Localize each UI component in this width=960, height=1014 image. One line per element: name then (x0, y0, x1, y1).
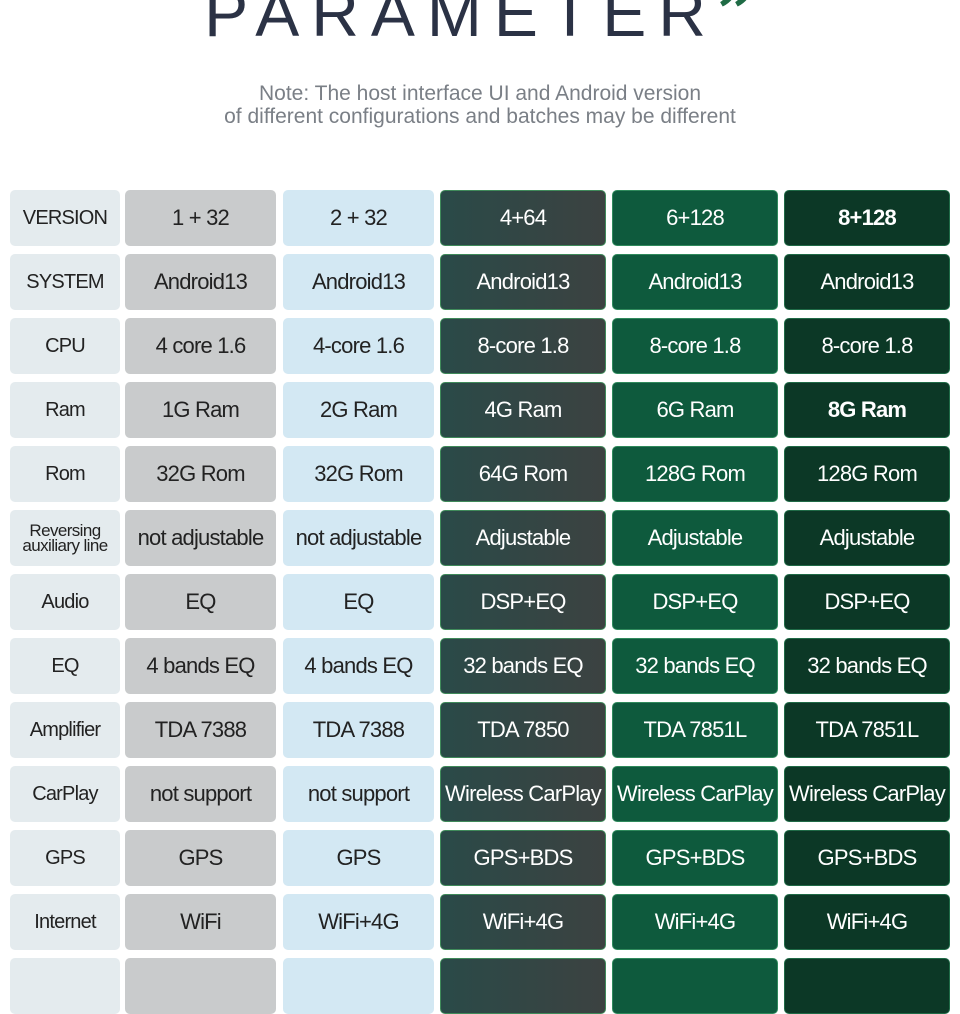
spec-cell: not adjustable (283, 510, 434, 566)
spec-cell: 32G Rom (283, 446, 434, 502)
spec-cell: WiFi+4G (283, 894, 434, 950)
spec-cell: 4 bands EQ (283, 638, 434, 694)
spec-cell: 1G Ram (125, 382, 276, 438)
cell-bg (10, 958, 120, 1014)
spec-cell: Android13 (784, 254, 950, 310)
spec-cell: TDA 7850 (440, 702, 606, 758)
row-label: SYSTEM (10, 254, 120, 310)
spec-cell: 4G Ram (440, 382, 606, 438)
spec-cell: TDA 7388 (125, 702, 276, 758)
spec-cell: 128G Rom (784, 446, 950, 502)
spec-cell: 32 bands EQ (440, 638, 606, 694)
spec-cell: 2 + 32 (283, 190, 434, 246)
spec-cell: Adjustable (784, 510, 950, 566)
cell-bg (612, 958, 778, 1014)
spec-cell: Adjustable (612, 510, 778, 566)
spec-cell: Wireless CarPlay (784, 766, 950, 822)
spec-cell: 8-core 1.8 (440, 318, 606, 374)
spec-cell: WiFi+4G (784, 894, 950, 950)
spec-cell: DSP+EQ (612, 574, 778, 630)
spec-cell: GPS+BDS (440, 830, 606, 886)
spec-cell: Android13 (612, 254, 778, 310)
spec-cell: Adjustable (440, 510, 606, 566)
spec-cell: EQ (283, 574, 434, 630)
spec-cell: GPS+BDS (612, 830, 778, 886)
spec-cell: TDA 7388 (283, 702, 434, 758)
spec-cell: 6G Ram (612, 382, 778, 438)
spec-cell: Wireless CarPlay (440, 766, 606, 822)
spec-cell: 64G Rom (440, 446, 606, 502)
spec-cell: WiFi (125, 894, 276, 950)
row-label: Ram (10, 382, 120, 438)
row-label: Audio (10, 574, 120, 630)
spec-cell: Android13 (283, 254, 434, 310)
spec-cell: 8-core 1.8 (784, 318, 950, 374)
title-text: PARAMETER (204, 0, 718, 50)
spec-cell: Android13 (125, 254, 276, 310)
note-line: Note: The host interface UI and Android … (258, 82, 702, 105)
row-label: VERSION (10, 190, 120, 246)
spec-cell: 4+64 (440, 190, 606, 246)
spec-cell: 8-core 1.8 (612, 318, 778, 374)
spec-cell: 4-core 1.6 (283, 318, 434, 374)
spec-cell: not support (125, 766, 276, 822)
spec-cell: GPS (283, 830, 434, 886)
spec-cell: 8+128 (784, 190, 950, 246)
spec-cell: DSP+EQ (784, 574, 950, 630)
spec-cell: Wireless CarPlay (612, 766, 778, 822)
spec-cell: not adjustable (125, 510, 276, 566)
title: PARAMETER” (0, 0, 960, 52)
spec-cell: 32 bands EQ (612, 638, 778, 694)
spec-cell: TDA 7851L (784, 702, 950, 758)
spec-cell: 4 bands EQ (125, 638, 276, 694)
spec-cell: not support (283, 766, 434, 822)
spec-cell: TDA 7851L (612, 702, 778, 758)
spec-cell: DSP+EQ (440, 574, 606, 630)
cell-bg (125, 958, 276, 1014)
spec-cell: 8G Ram (784, 382, 950, 438)
row-label: GPS (10, 830, 120, 886)
spec-cell: 32 bands EQ (784, 638, 950, 694)
row-label: Reversing auxiliary line (10, 510, 120, 566)
row-label: Internet (10, 894, 120, 950)
row-label: Amplifier (10, 702, 120, 758)
spec-cell: 1 + 32 (125, 190, 276, 246)
spec-cell: Android13 (440, 254, 606, 310)
spec-cell: 6+128 (612, 190, 778, 246)
spec-cell: WiFi+4G (440, 894, 606, 950)
spec-cell: GPS (125, 830, 276, 886)
cell-bg (440, 958, 606, 1014)
row-label: CarPlay (10, 766, 120, 822)
title-mark: ” (717, 0, 756, 52)
spec-cell: EQ (125, 574, 276, 630)
cell-bg (784, 958, 950, 1014)
row-label: Rom (10, 446, 120, 502)
spec-cell: 128G Rom (612, 446, 778, 502)
spec-cell: WiFi+4G (612, 894, 778, 950)
spec-cell: 2G Ram (283, 382, 434, 438)
note-line: of different configurations and batches … (224, 105, 736, 128)
spec-cell: 32G Rom (125, 446, 276, 502)
cell-bg (283, 958, 434, 1014)
row-label: EQ (10, 638, 120, 694)
row-label: CPU (10, 318, 120, 374)
spec-cell: 4 core 1.6 (125, 318, 276, 374)
spec-cell: GPS+BDS (784, 830, 950, 886)
